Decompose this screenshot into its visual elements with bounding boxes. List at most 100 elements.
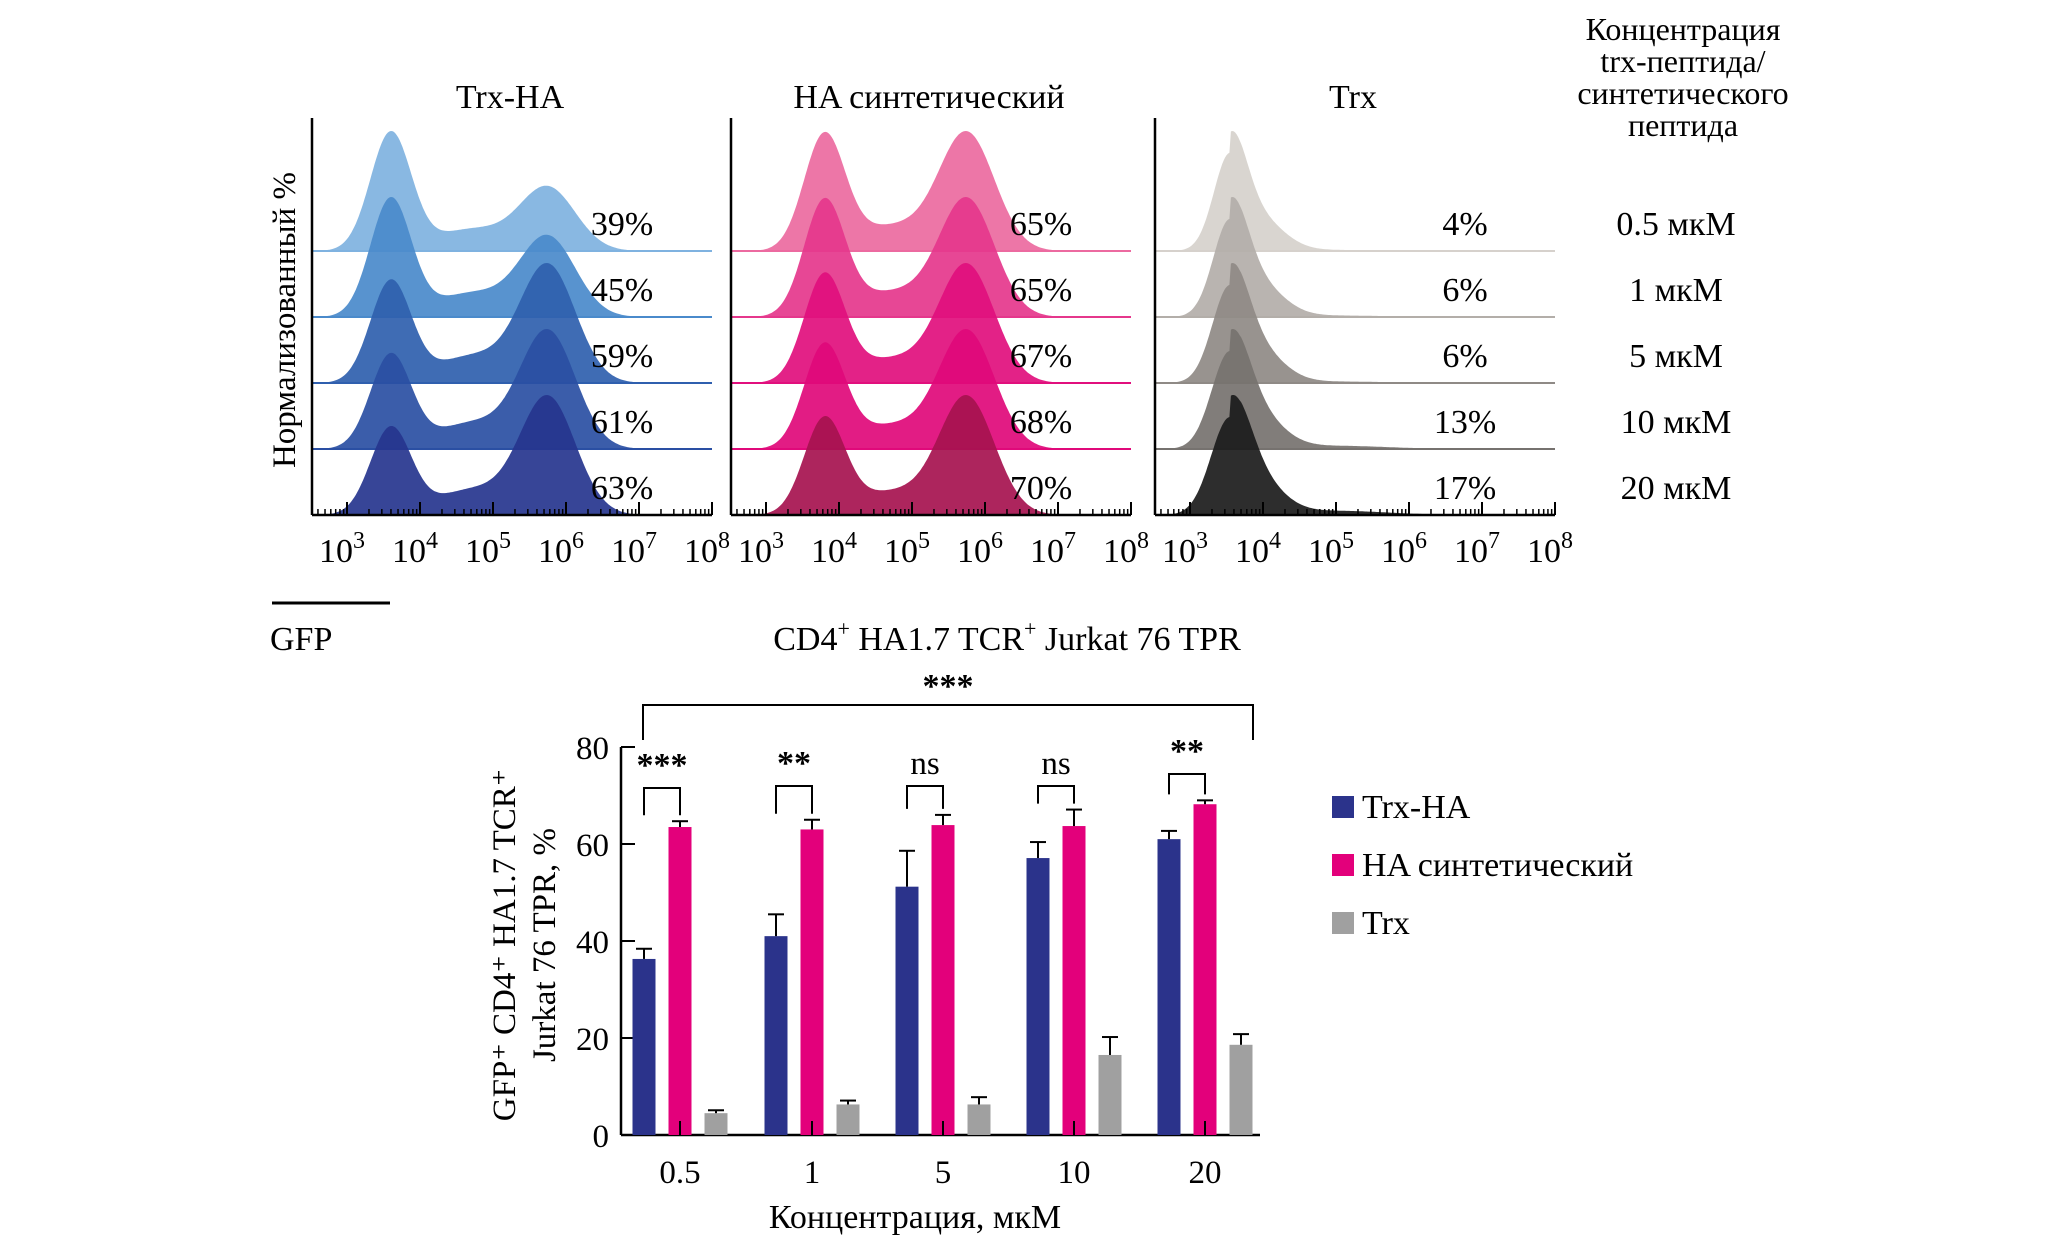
significance-bracket xyxy=(906,785,944,809)
histogram-trace xyxy=(312,395,712,515)
x-tick-label: 105 xyxy=(465,528,511,570)
bar xyxy=(1157,839,1181,1135)
histogram-panel-title: Trx xyxy=(1329,79,1377,116)
x-tick-label: 20 xyxy=(1189,1155,1222,1191)
significance-bracket xyxy=(775,785,813,814)
bar-chart: GFP⁺ CD4⁺ HA1.7 TCR⁺ Jurkat 76 TPR, % 0 2… xyxy=(487,668,1633,1236)
histogram-trace xyxy=(1155,131,1555,251)
x-tick-label: 106 xyxy=(1381,528,1427,570)
concentration-label: 5 мкМ xyxy=(1629,338,1723,375)
histogram-trace xyxy=(312,197,712,317)
gfp-percent-label: 45% xyxy=(591,272,653,309)
gfp-percent-label: 39% xyxy=(591,206,653,243)
histogram-trace xyxy=(731,329,1131,449)
y-tick-label: 20 xyxy=(576,1022,609,1058)
gfp-percent-label: 68% xyxy=(1010,404,1072,441)
concentration-labels: 0.5 мкМ 1 мкМ 5 мкМ 10 мкМ 20 мкМ xyxy=(1616,206,1735,507)
concentration-label: 10 мкМ xyxy=(1621,404,1732,441)
x-tick-label: 108 xyxy=(684,528,730,570)
significance-bracket xyxy=(643,787,681,816)
gfp-percent-label: 13% xyxy=(1434,404,1496,441)
x-tick-label: 105 xyxy=(1308,528,1354,570)
histogram-panel-1: Trx-HA 39% 45% 59% 61% 63% 103 104 105 106 107 108 xyxy=(310,79,730,570)
legend-swatch xyxy=(1332,854,1354,876)
legend-label: Trx-HA xyxy=(1362,789,1471,826)
gfp-percent-label: 67% xyxy=(1010,338,1072,375)
x-tick-label: 108 xyxy=(1103,528,1149,570)
bar-chart-title: CD4+ HA1.7 TCR+ Jurkat 76 TPR xyxy=(773,616,1241,658)
overall-significance-bracket xyxy=(642,704,1254,740)
bar xyxy=(836,1104,860,1135)
y-tick-label: 60 xyxy=(576,828,609,864)
x-tick-label: 103 xyxy=(1162,528,1208,570)
bar xyxy=(967,1104,991,1135)
histogram-trace xyxy=(731,395,1131,515)
gfp-percent-label: 65% xyxy=(1010,206,1072,243)
concentration-header-line: пептида xyxy=(1628,107,1738,143)
bar xyxy=(1062,826,1086,1135)
histogram-trace xyxy=(1155,197,1555,317)
bar xyxy=(800,829,824,1135)
gfp-percent-label: 6% xyxy=(1442,338,1487,375)
histogram-panel-title: Trx-HA xyxy=(456,79,565,116)
significance-label: ** xyxy=(777,745,811,782)
significance-bracket xyxy=(1168,773,1206,795)
concentration-header-line: Концентрация xyxy=(1586,11,1781,47)
gfp-percent-label: 17% xyxy=(1434,470,1496,507)
bar xyxy=(668,827,692,1135)
legend-swatch xyxy=(1332,796,1354,818)
legend: Trx-HA HA синтетический Trx xyxy=(1332,789,1633,942)
histogram-panel-2: HA синтетический 65% 65% 67% 68% 70% 103 104 105… xyxy=(729,79,1149,570)
gfp-percent-label: 63% xyxy=(591,470,653,507)
overall-significance-label: *** xyxy=(923,668,974,705)
histogram-trace xyxy=(312,131,712,251)
x-tick-label: 106 xyxy=(538,528,584,570)
x-tick-label: 106 xyxy=(957,528,1003,570)
histogram-trace xyxy=(1155,329,1555,449)
bar xyxy=(704,1113,728,1135)
bar xyxy=(895,886,919,1135)
gfp-label: GFP xyxy=(270,621,332,658)
histogram-trace xyxy=(312,263,712,383)
histogram-trace xyxy=(312,329,712,449)
concentration-label: 0.5 мкМ xyxy=(1616,206,1735,243)
histogram-trace xyxy=(1155,263,1555,383)
significance-bracket xyxy=(1037,785,1075,804)
concentration-header: Концентрацияtrx-пептида/синтетическогопе… xyxy=(1577,11,1788,143)
x-tick-label: 107 xyxy=(611,528,657,570)
significance-label: ns xyxy=(1041,746,1070,782)
gfp-percent-label: 59% xyxy=(591,338,653,375)
x-tick-label: 10 xyxy=(1058,1155,1091,1191)
legend-swatch xyxy=(1332,912,1354,934)
bar xyxy=(1229,1044,1253,1135)
significance-label: ns xyxy=(910,746,939,782)
concentration-header-line: синтетического xyxy=(1577,75,1788,111)
x-tick-label: 105 xyxy=(884,528,930,570)
histogram-panel-3: Trx 4% 6% 6% 13% 17% 103 104 105 106 107 108 xyxy=(1153,79,1573,570)
histogram-y-axis-label: Нормализованный % xyxy=(267,172,303,468)
x-tick-label: 103 xyxy=(319,528,365,570)
x-tick-label: 108 xyxy=(1527,528,1573,570)
x-tick-label: 0.5 xyxy=(659,1155,700,1191)
gfp-percent-label: 6% xyxy=(1442,272,1487,309)
bar xyxy=(931,825,955,1135)
y-tick-label: 0 xyxy=(593,1119,610,1155)
legend-label: HA синтетический xyxy=(1362,847,1633,884)
histogram-panel-title: HA синтетический xyxy=(793,79,1064,116)
concentration-header-line: trx-пептида/ xyxy=(1600,43,1765,79)
bar xyxy=(632,958,656,1135)
bar-y-axis-label-line1: GFP⁺ CD4⁺ HA1.7 TCR⁺ xyxy=(487,769,523,1121)
gfp-percent-label: 70% xyxy=(1010,470,1072,507)
bar xyxy=(1026,858,1050,1135)
bar xyxy=(1193,804,1217,1135)
concentration-label: 20 мкМ xyxy=(1621,470,1732,507)
gfp-percent-label: 61% xyxy=(591,404,653,441)
y-tick-label: 80 xyxy=(576,731,609,767)
gfp-percent-label: 4% xyxy=(1442,206,1487,243)
x-tick-label: 104 xyxy=(1235,528,1281,570)
x-tick-label: 1 xyxy=(804,1155,821,1191)
significance-label: *** xyxy=(637,747,688,784)
bar xyxy=(1098,1054,1122,1135)
x-tick-label: 103 xyxy=(738,528,784,570)
